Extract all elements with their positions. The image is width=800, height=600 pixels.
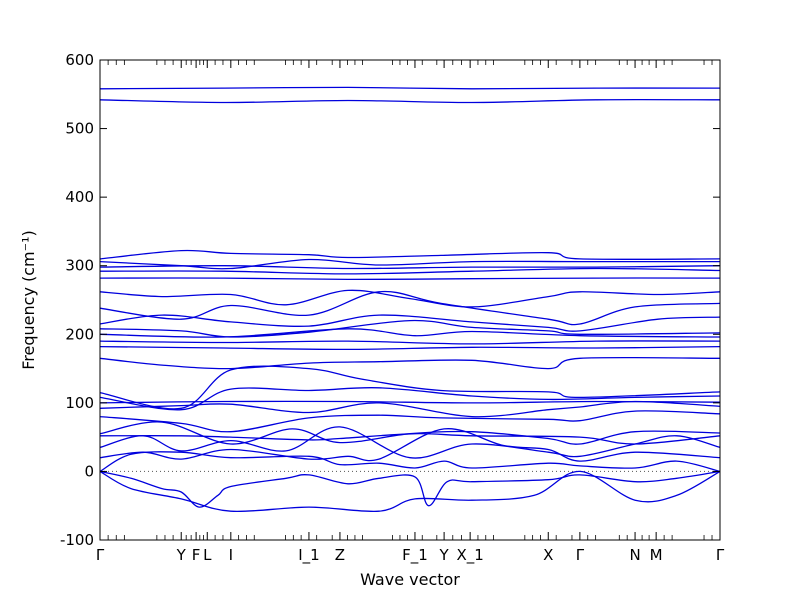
x-tick-label: X_1 — [456, 546, 483, 565]
x-tick-label: I_1 — [298, 546, 319, 565]
y-tick-label: -100 — [60, 531, 94, 549]
x-tick-label: Y — [439, 546, 450, 564]
x-axis-title: Wave vector — [360, 570, 460, 589]
x-tick-label: N — [629, 546, 640, 564]
band-line-22 — [99, 433, 721, 445]
x-tick-label: Γ — [716, 546, 725, 564]
band-line-11 — [99, 319, 721, 338]
plot-frame — [99, 59, 721, 541]
x-tick-label: Z — [335, 546, 345, 564]
band-line-26 — [99, 470, 721, 508]
band-line-19 — [99, 400, 721, 418]
y-tick-label: 500 — [65, 120, 94, 138]
series-group — [99, 86, 721, 513]
band-line-16 — [99, 365, 721, 410]
band-line-10 — [99, 314, 721, 332]
minor-ticks-group — [107, 60, 713, 540]
y-tick-label: 400 — [65, 188, 94, 206]
band-line-27 — [99, 470, 721, 513]
band-line-6 — [99, 267, 721, 275]
x-ticks-group: Γ Y F L I I_1 Z F_1 Y X_1 X Γ N M Γ — [96, 60, 725, 565]
x-tick-label: Γ — [576, 546, 585, 564]
band-line-9 — [99, 290, 721, 326]
band-line-5 — [99, 265, 721, 270]
band-line-25 — [99, 451, 721, 473]
y-tick-label: 300 — [65, 257, 94, 275]
x-tick-label: F — [192, 546, 201, 564]
band-line-15 — [99, 356, 721, 370]
x-tick-label: Y — [176, 546, 187, 564]
y-tick-label: 100 — [65, 394, 94, 412]
band-line-14 — [99, 345, 721, 351]
band-line-12 — [99, 328, 721, 338]
band-line-1 — [99, 86, 721, 90]
band-line-3 — [99, 249, 721, 260]
y-tick-label: 200 — [65, 325, 94, 343]
y-tick-label: 0 — [84, 462, 94, 480]
band-line-7 — [99, 277, 721, 281]
band-line-24 — [99, 428, 721, 462]
y-tick-label: 600 — [65, 51, 94, 69]
x-tick-label: I — [229, 546, 233, 564]
band-line-18 — [99, 400, 721, 404]
band-line-17 — [99, 386, 721, 411]
x-tick-label: Γ — [96, 546, 105, 564]
band-line-8 — [99, 289, 721, 308]
y-axis-title: Frequency (cm⁻¹) — [19, 230, 38, 369]
band-line-13 — [99, 340, 721, 345]
x-tick-label: L — [203, 546, 212, 564]
x-tick-label: M — [650, 546, 663, 564]
band-line-23 — [99, 426, 721, 459]
x-tick-label: X — [543, 546, 553, 564]
band-line-2 — [99, 98, 721, 104]
band-line-20 — [99, 410, 721, 433]
x-tick-label: F_1 — [402, 546, 428, 565]
